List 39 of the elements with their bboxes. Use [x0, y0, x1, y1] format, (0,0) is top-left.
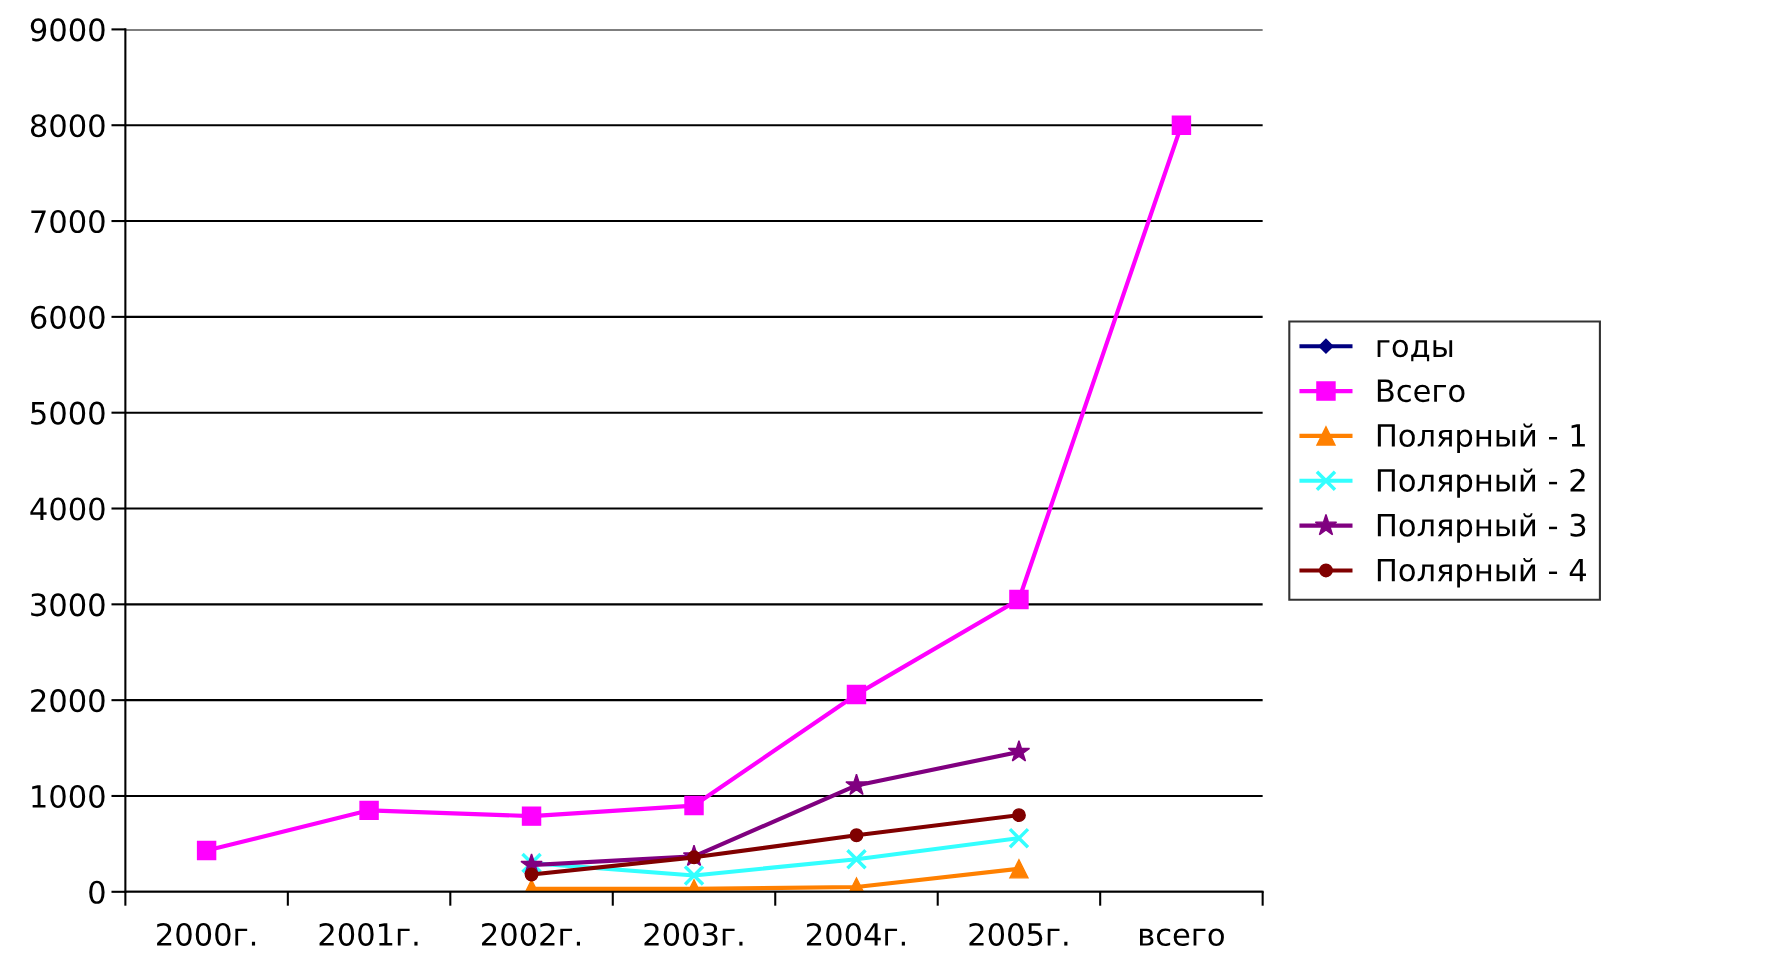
point	[683, 864, 705, 887]
legend-label: Полярный - 4	[1377, 558, 1586, 588]
legend-label: Полярный - 2	[1377, 468, 1585, 498]
x-tick-label: 2000г.	[157, 922, 256, 947]
x-tick-label: 2004г.	[806, 922, 905, 947]
point	[1171, 115, 1192, 135]
y-tick-label: 9000	[30, 18, 105, 42]
point	[846, 684, 867, 705]
point	[1008, 827, 1030, 849]
y-tick-label: 8000	[30, 114, 105, 138]
legend-label: годы	[1377, 339, 1453, 362]
point	[684, 795, 704, 816]
legend-label: Полярный - 3	[1377, 513, 1586, 543]
y-tick-label: 7000	[31, 209, 105, 234]
point	[1007, 740, 1031, 762]
legend-label: Всего	[1377, 379, 1465, 403]
legend-label: Полярный - 1	[1377, 423, 1585, 453]
x-tick-label: всего	[1140, 928, 1224, 947]
x-tick-label: 2003г.	[644, 922, 743, 947]
point	[845, 773, 868, 796]
y-tick-label: 1000	[32, 784, 105, 809]
point	[1012, 808, 1026, 823]
y-tick-label: 4000	[30, 497, 105, 521]
point	[196, 840, 217, 861]
point	[845, 848, 868, 870]
x-tick-label: 2002г.	[482, 922, 581, 947]
x-tick-label: 2001г.	[319, 922, 418, 947]
y-tick-label: 3000	[31, 593, 105, 617]
point	[1009, 859, 1029, 879]
y-tick-label: 5000	[31, 401, 105, 425]
y-tick-label: 6000	[30, 305, 105, 329]
point	[849, 828, 864, 843]
point	[524, 867, 539, 882]
x-tick-label: 2005г.	[969, 922, 1068, 947]
y-tick-label: 2000	[31, 689, 105, 713]
point	[521, 806, 542, 826]
point	[1009, 589, 1029, 610]
y-tick-label: 0	[89, 880, 105, 904]
point	[359, 800, 379, 821]
